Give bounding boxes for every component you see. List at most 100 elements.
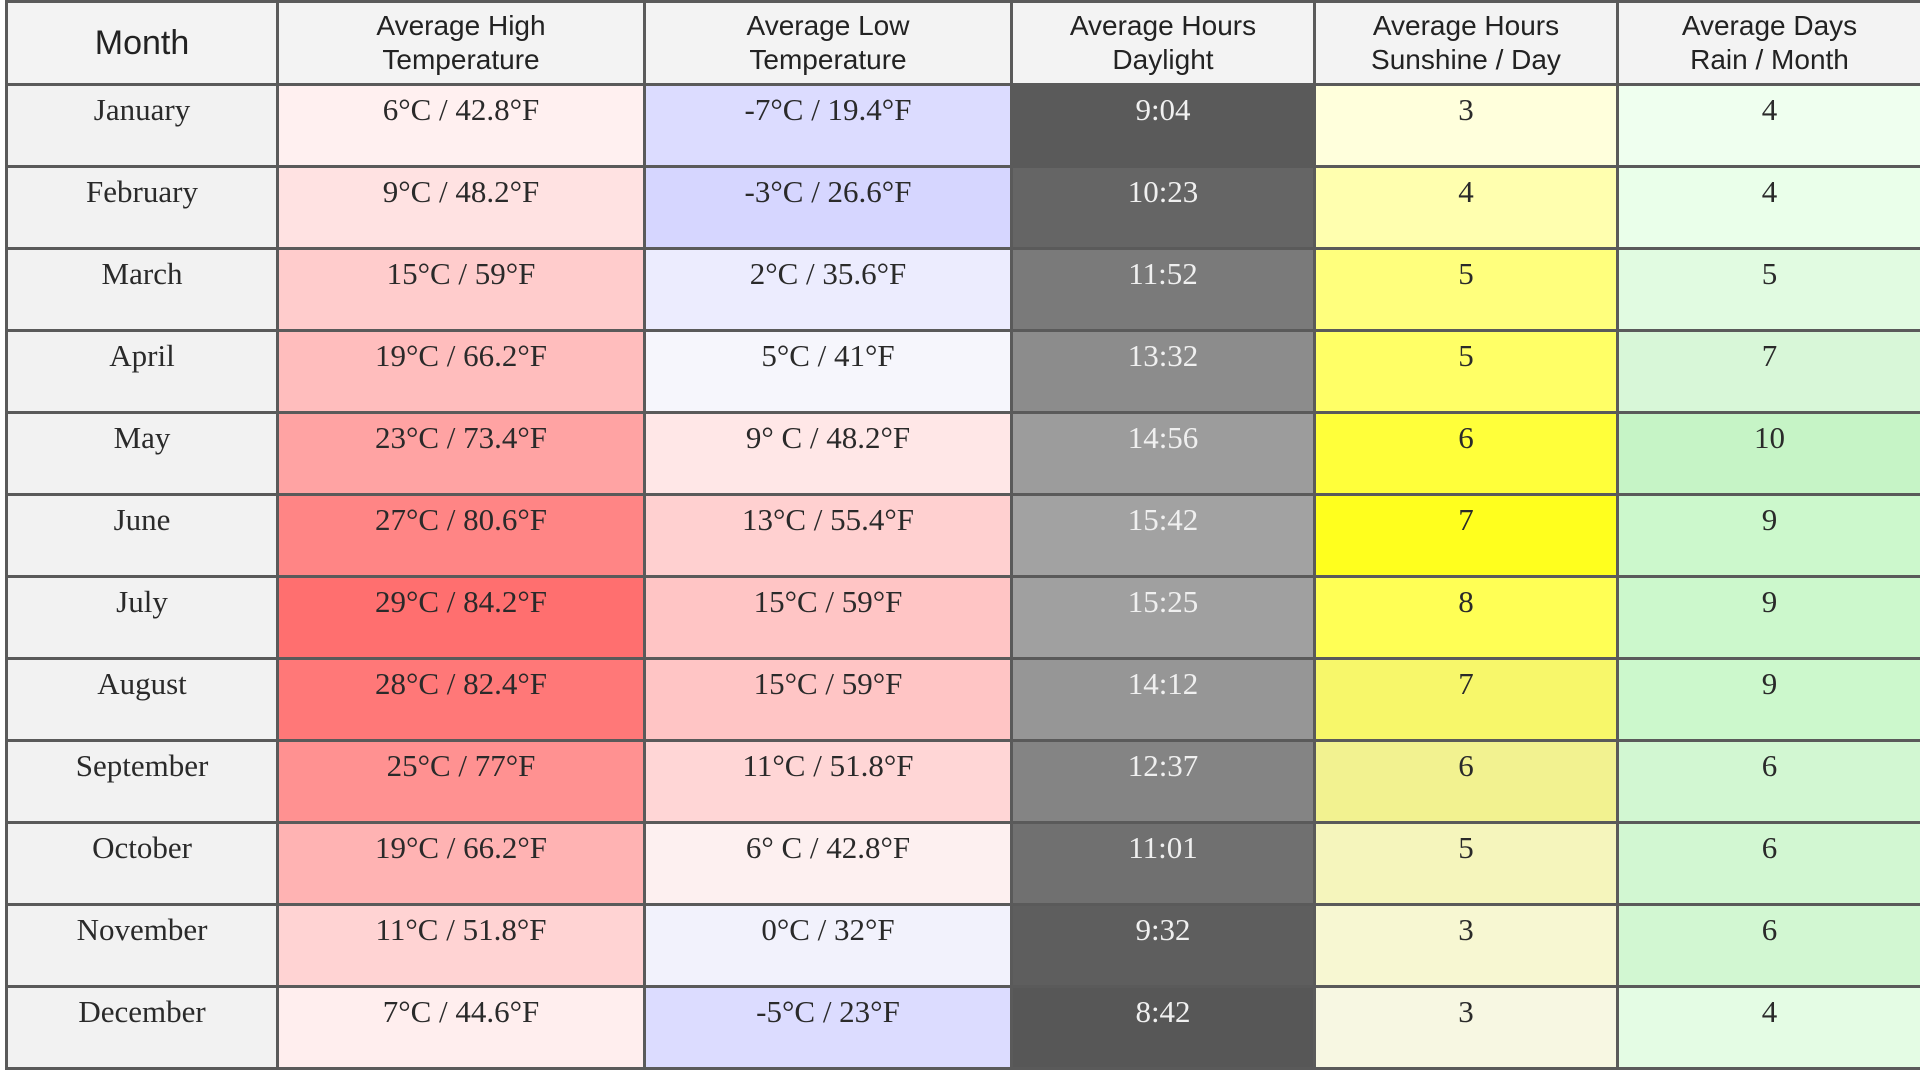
rain-cell: 4 [1616, 165, 1920, 250]
avg-high-cell: 23°C / 73.4°F [276, 411, 646, 496]
climate-table: Month Average High Temperature Average Lo… [5, 0, 1920, 1070]
header-avg-high: Average High Temperature [276, 0, 646, 86]
sunshine-cell: 4 [1313, 165, 1619, 250]
daylight-cell: 12:37 [1010, 739, 1316, 824]
daylight-cell: 10:23 [1010, 165, 1316, 250]
header-row: Month Average High Temperature Average Lo… [5, 0, 1920, 86]
header-sunshine: Average Hours Sunshine / Day [1313, 0, 1619, 86]
header-avg-high-line1: Average High [376, 10, 546, 41]
header-daylight-line1: Average Hours [1069, 10, 1257, 41]
month-cell: December [5, 985, 279, 1070]
sunshine-cell: 5 [1313, 329, 1619, 414]
month-cell: November [5, 903, 279, 988]
daylight-cell: 8:42 [1010, 985, 1316, 1070]
avg-low-cell: -5°C / 23°F [643, 985, 1013, 1070]
table-row: June 27°C / 80.6°F 13°C / 55.4°F 15:42 7 9 [5, 493, 1920, 578]
header-rain: Average Days Rain / Month [1616, 0, 1920, 86]
daylight-cell: 14:12 [1010, 657, 1316, 742]
avg-low-cell: 6° C / 42.8°F [643, 821, 1013, 906]
header-month: Month [5, 0, 279, 86]
avg-high-cell: 15°C / 59°F [276, 247, 646, 332]
header-sunshine-line2: Sunshine / Day [1371, 44, 1561, 75]
avg-low-cell: 11°C / 51.8°F [643, 739, 1013, 824]
table-row: September 25°C / 77°F 11°C / 51.8°F 12:37 6 6 [5, 739, 1920, 824]
month-cell: October [5, 821, 279, 906]
sunshine-cell: 5 [1313, 247, 1619, 332]
avg-low-cell: 9° C / 48.2°F [643, 411, 1013, 496]
daylight-cell: 9:32 [1010, 903, 1316, 988]
header-sunshine-line1: Average Hours [1372, 10, 1560, 41]
rain-cell: 6 [1616, 903, 1920, 988]
month-cell: August [5, 657, 279, 742]
avg-high-cell: 19°C / 66.2°F [276, 329, 646, 414]
table-row: October 19°C / 66.2°F 6° C / 42.8°F 11:01 5 6 [5, 821, 1920, 906]
rain-cell: 9 [1616, 657, 1920, 742]
avg-low-cell: 5°C / 41°F [643, 329, 1013, 414]
rain-cell: 9 [1616, 575, 1920, 660]
table-row: May 23°C / 73.4°F 9° C / 48.2°F 14:56 6 10 [5, 411, 1920, 496]
sunshine-cell: 6 [1313, 739, 1619, 824]
daylight-cell: 11:52 [1010, 247, 1316, 332]
rain-cell: 6 [1616, 821, 1920, 906]
avg-low-cell: 0°C / 32°F [643, 903, 1013, 988]
table-row: February 9°C / 48.2°F -3°C / 26.6°F 10:23 4 4 [5, 165, 1920, 250]
avg-low-cell: -3°C / 26.6°F [643, 165, 1013, 250]
month-cell: June [5, 493, 279, 578]
sunshine-cell: 7 [1313, 493, 1619, 578]
month-cell: July [5, 575, 279, 660]
sunshine-cell: 8 [1313, 575, 1619, 660]
sunshine-cell: 3 [1313, 83, 1619, 168]
rain-cell: 9 [1616, 493, 1920, 578]
table-row: November 11°C / 51.8°F 0°C / 32°F 9:32 3 6 [5, 903, 1920, 988]
month-cell: May [5, 411, 279, 496]
table-header: Month Average High Temperature Average Lo… [5, 0, 1920, 86]
avg-high-cell: 29°C / 84.2°F [276, 575, 646, 660]
table-row: August 28°C / 82.4°F 15°C / 59°F 14:12 7 9 [5, 657, 1920, 742]
table-row: March 15°C / 59°F 2°C / 35.6°F 11:52 5 5 [5, 247, 1920, 332]
header-daylight-line2: Daylight [1112, 44, 1214, 75]
sunshine-cell: 3 [1313, 903, 1619, 988]
daylight-cell: 15:42 [1010, 493, 1316, 578]
rain-cell: 6 [1616, 739, 1920, 824]
daylight-cell: 11:01 [1010, 821, 1316, 906]
avg-low-cell: -7°C / 19.4°F [643, 83, 1013, 168]
avg-low-cell: 13°C / 55.4°F [643, 493, 1013, 578]
sunshine-cell: 3 [1313, 985, 1619, 1070]
rain-cell: 10 [1616, 411, 1920, 496]
avg-high-cell: 6°C / 42.8°F [276, 83, 646, 168]
rain-cell: 5 [1616, 247, 1920, 332]
month-cell: February [5, 165, 279, 250]
rain-cell: 7 [1616, 329, 1920, 414]
avg-low-cell: 15°C / 59°F [643, 575, 1013, 660]
header-avg-low: Average Low Temperature [643, 0, 1013, 86]
sunshine-cell: 7 [1313, 657, 1619, 742]
table-row: April 19°C / 66.2°F 5°C / 41°F 13:32 5 7 [5, 329, 1920, 414]
daylight-cell: 14:56 [1010, 411, 1316, 496]
header-rain-line2: Rain / Month [1690, 44, 1849, 75]
header-avg-high-line2: Temperature [382, 44, 540, 75]
header-daylight: Average Hours Daylight [1010, 0, 1316, 86]
avg-high-cell: 19°C / 66.2°F [276, 821, 646, 906]
month-cell: January [5, 83, 279, 168]
avg-low-cell: 15°C / 59°F [643, 657, 1013, 742]
daylight-cell: 15:25 [1010, 575, 1316, 660]
avg-high-cell: 27°C / 80.6°F [276, 493, 646, 578]
month-cell: April [5, 329, 279, 414]
avg-high-cell: 7°C / 44.6°F [276, 985, 646, 1070]
rain-cell: 4 [1616, 985, 1920, 1070]
avg-low-cell: 2°C / 35.6°F [643, 247, 1013, 332]
sunshine-cell: 6 [1313, 411, 1619, 496]
daylight-cell: 13:32 [1010, 329, 1316, 414]
table-row: December 7°C / 44.6°F -5°C / 23°F 8:42 3 4 [5, 985, 1920, 1070]
table-row: January 6°C / 42.8°F -7°C / 19.4°F 9:04 3 4 [5, 83, 1920, 168]
daylight-cell: 9:04 [1010, 83, 1316, 168]
month-cell: September [5, 739, 279, 824]
rain-cell: 4 [1616, 83, 1920, 168]
avg-high-cell: 25°C / 77°F [276, 739, 646, 824]
table-body: January 6°C / 42.8°F -7°C / 19.4°F 9:04 3 4 Fe… [5, 83, 1920, 1070]
month-cell: March [5, 247, 279, 332]
sunshine-cell: 5 [1313, 821, 1619, 906]
header-avg-low-line2: Temperature [749, 44, 907, 75]
avg-high-cell: 9°C / 48.2°F [276, 165, 646, 250]
avg-high-cell: 11°C / 51.8°F [276, 903, 646, 988]
